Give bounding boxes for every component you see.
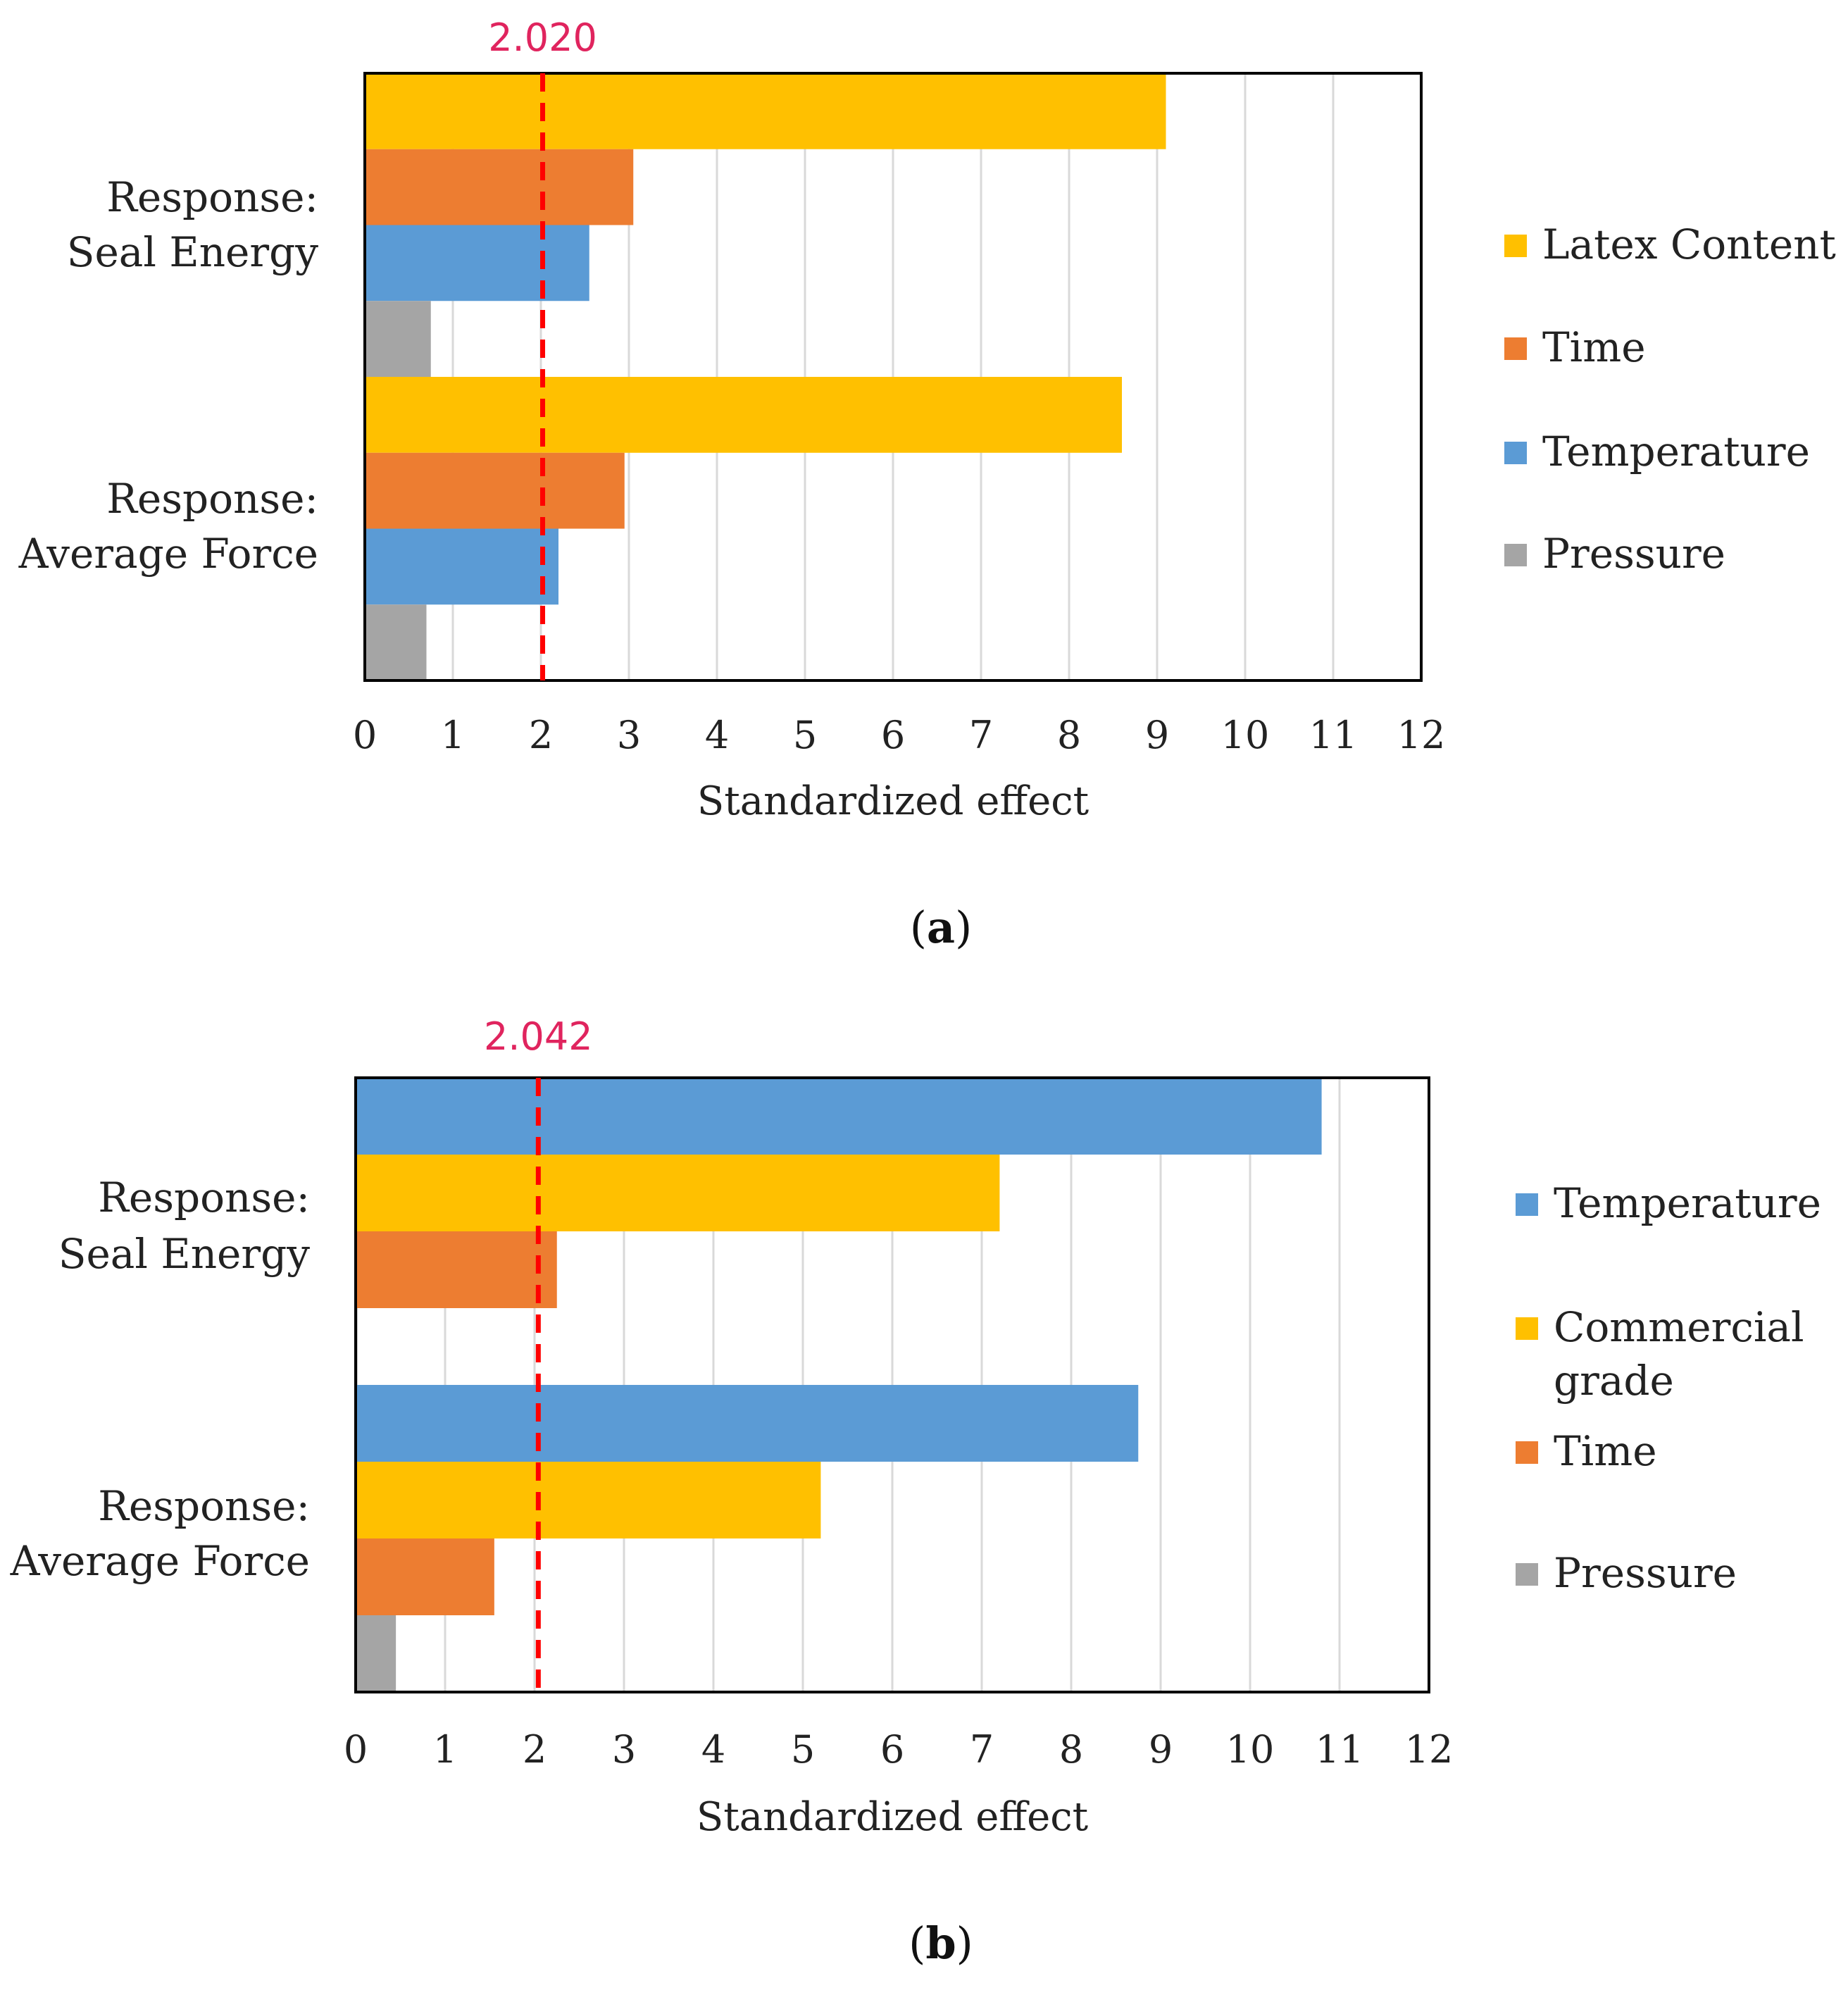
x-tick-label: 1 [433, 1727, 457, 1772]
bar-temperature-average-force [365, 528, 558, 605]
legend-swatch-pressure [1516, 1563, 1538, 1586]
x-tick-label: 9 [1145, 713, 1169, 757]
x-tick-label: 7 [970, 1727, 994, 1772]
bar-pressure-average-force [365, 604, 427, 680]
x-tick-label: 2 [529, 713, 553, 757]
legend-label: Pressure [1554, 1549, 1737, 1597]
x-tick-label: 8 [1057, 713, 1081, 757]
category-label: Response: [106, 475, 318, 523]
x-tick-label: 12 [1397, 713, 1446, 757]
x-tick-label: 11 [1316, 1727, 1364, 1772]
legend-swatch-latex-content [1504, 235, 1527, 257]
x-tick-label: 4 [701, 1727, 725, 1772]
legend-swatch-commercial-grade [1516, 1317, 1538, 1340]
legend-label: Pressure [1542, 530, 1725, 578]
bar-time-average-force [356, 1538, 494, 1615]
legend-label: Temperature [1542, 428, 1810, 475]
bar-temperature-seal-energy [365, 225, 589, 301]
x-tick-label: 6 [881, 713, 905, 757]
bar-commercial-grade-seal-energy [356, 1155, 1000, 1231]
threshold-label: 2.020 [488, 15, 597, 60]
x-tick-label: 3 [617, 713, 641, 757]
plot-frame [354, 1076, 1430, 1693]
x-tick-label: 12 [1405, 1727, 1454, 1772]
x-tick-label: 8 [1059, 1727, 1083, 1772]
legend-label: Time [1542, 323, 1646, 371]
bar-temperature-average-force [356, 1385, 1139, 1462]
bar-latex-content-average-force [365, 377, 1122, 453]
legend-label: Commercial [1554, 1303, 1804, 1351]
x-tick-label: 11 [1309, 713, 1358, 757]
x-tick-label: 7 [969, 713, 993, 757]
x-tick-label: 9 [1149, 1727, 1173, 1772]
x-tick-label: 10 [1226, 1727, 1275, 1772]
x-axis-title: Standardized effect [697, 1794, 1089, 1840]
legend-swatch-temperature [1516, 1193, 1538, 1216]
bar-time-seal-energy [356, 1231, 557, 1308]
x-tick-label: 5 [793, 713, 817, 757]
bar-latex-content-seal-energy [365, 73, 1166, 149]
panel-label: (a) [910, 902, 973, 953]
legend-label: Time [1554, 1427, 1657, 1475]
x-tick-label: 3 [612, 1727, 636, 1772]
legend-swatch-temperature [1504, 442, 1527, 464]
category-label: Average Force [18, 530, 318, 578]
legend-swatch-time [1504, 337, 1527, 360]
bar-pressure-seal-energy [365, 301, 431, 377]
category-label: Average Force [10, 1537, 310, 1585]
x-tick-label: 0 [344, 1727, 368, 1772]
category-label: Response: [98, 1174, 310, 1221]
threshold-label: 2.042 [484, 1014, 593, 1059]
bar-commercial-grade-average-force [356, 1462, 821, 1538]
bar-time-average-force [365, 452, 625, 529]
bar-time-seal-energy [365, 149, 634, 225]
x-tick-label: 0 [353, 713, 377, 757]
legend-label: grade [1554, 1357, 1674, 1405]
category-label: Seal Energy [58, 1230, 310, 1278]
bar-pressure-average-force [356, 1615, 397, 1692]
x-tick-label: 2 [523, 1727, 547, 1772]
panel-label: (b) [909, 1917, 973, 1969]
legend-label: Latex Content [1542, 220, 1836, 268]
x-tick-label: 4 [705, 713, 729, 757]
category-label: Response: [106, 173, 318, 221]
bar-temperature-seal-energy [356, 1078, 1322, 1155]
category-label: Response: [98, 1482, 310, 1530]
legend-label: Temperature [1554, 1179, 1821, 1227]
x-tick-label: 5 [791, 1727, 815, 1772]
x-tick-label: 10 [1221, 713, 1270, 757]
plot-frame [363, 72, 1423, 682]
x-tick-label: 6 [880, 1727, 904, 1772]
legend-swatch-pressure [1504, 544, 1527, 566]
x-axis-title: Standardized effect [697, 778, 1090, 824]
x-tick-label: 1 [441, 713, 465, 757]
category-label: Seal Energy [67, 228, 318, 276]
legend-swatch-time [1516, 1441, 1538, 1464]
